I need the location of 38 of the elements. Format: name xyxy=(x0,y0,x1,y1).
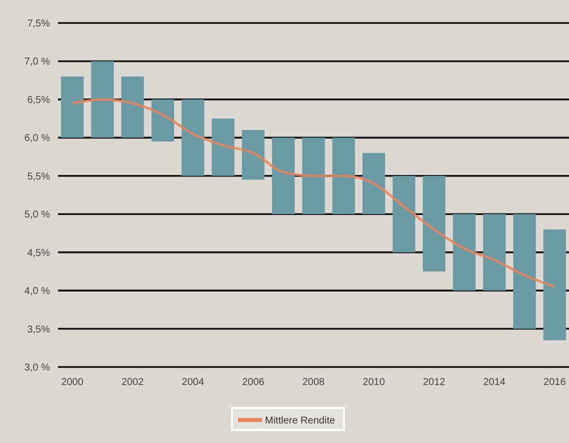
legend-label: Mittlere Rendite xyxy=(265,416,336,426)
y-tick-label: 7,0 % xyxy=(24,56,50,68)
x-tick-label: 2012 xyxy=(422,377,446,388)
y-tick-label: 6,5% xyxy=(27,94,50,106)
bar xyxy=(513,214,536,329)
bar xyxy=(483,214,506,291)
bar xyxy=(121,76,144,138)
y-tick-label: 5,5% xyxy=(27,171,50,182)
bar xyxy=(392,176,416,252)
bar xyxy=(91,61,114,138)
line-series xyxy=(71,98,556,288)
bar xyxy=(422,176,446,272)
x-tick-label: 2010 xyxy=(362,377,386,388)
bar xyxy=(452,214,476,291)
bar xyxy=(543,229,566,340)
bar xyxy=(61,76,84,138)
y-tick-label: 5,0 % xyxy=(24,210,50,221)
x-tick-label: 2014 xyxy=(483,377,506,388)
y-tick-label: 4,5% xyxy=(27,248,50,259)
bar xyxy=(332,138,355,214)
bar xyxy=(272,138,295,214)
x-tick-label: 2008 xyxy=(302,377,326,388)
bar xyxy=(362,152,386,214)
y-tick-label: 4,0 % xyxy=(24,286,50,298)
x-tick-label: 2016 xyxy=(544,377,566,388)
bar xyxy=(242,130,265,180)
y-tick-label: 7,5% xyxy=(27,18,50,30)
x-tick-label: 2002 xyxy=(121,377,144,388)
y-tick-label: 3,5% xyxy=(27,324,50,336)
x-tick-label: 2000 xyxy=(61,377,84,388)
bar xyxy=(302,138,325,214)
x-tick-label: 2004 xyxy=(182,377,204,388)
bar xyxy=(182,99,204,176)
y-tick-label: 3,0 % xyxy=(24,362,50,374)
bar xyxy=(151,99,174,142)
x-tick-label: 2006 xyxy=(242,377,265,388)
y-tick-label: 6,0 % xyxy=(24,133,50,144)
bar xyxy=(212,118,234,176)
